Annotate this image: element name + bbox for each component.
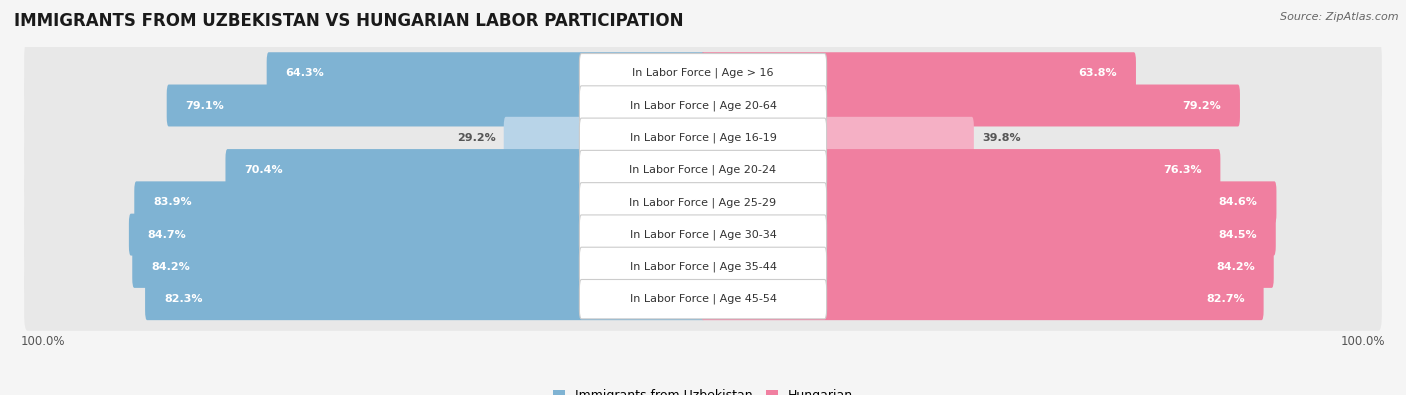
Text: 84.6%: 84.6%: [1219, 198, 1257, 207]
Text: 70.4%: 70.4%: [245, 165, 283, 175]
Text: 100.0%: 100.0%: [21, 335, 65, 348]
Text: In Labor Force | Age 16-19: In Labor Force | Age 16-19: [630, 133, 776, 143]
Text: In Labor Force | Age 25-29: In Labor Force | Age 25-29: [630, 197, 776, 208]
FancyBboxPatch shape: [579, 150, 827, 190]
FancyBboxPatch shape: [24, 41, 1382, 105]
Text: 79.1%: 79.1%: [186, 100, 225, 111]
Legend: Immigrants from Uzbekistan, Hungarian: Immigrants from Uzbekistan, Hungarian: [548, 384, 858, 395]
Text: 84.2%: 84.2%: [1216, 262, 1254, 272]
Text: IMMIGRANTS FROM UZBEKISTAN VS HUNGARIAN LABOR PARTICIPATION: IMMIGRANTS FROM UZBEKISTAN VS HUNGARIAN …: [14, 12, 683, 30]
FancyBboxPatch shape: [145, 278, 704, 320]
FancyBboxPatch shape: [503, 117, 704, 159]
FancyBboxPatch shape: [267, 52, 704, 94]
Text: 79.2%: 79.2%: [1182, 100, 1220, 111]
Text: In Labor Force | Age 20-24: In Labor Force | Age 20-24: [630, 165, 776, 175]
FancyBboxPatch shape: [24, 106, 1382, 169]
FancyBboxPatch shape: [24, 235, 1382, 299]
FancyBboxPatch shape: [225, 149, 704, 191]
FancyBboxPatch shape: [24, 203, 1382, 266]
Text: In Labor Force | Age 20-64: In Labor Force | Age 20-64: [630, 100, 776, 111]
Text: 76.3%: 76.3%: [1163, 165, 1202, 175]
FancyBboxPatch shape: [24, 138, 1382, 202]
FancyBboxPatch shape: [579, 280, 827, 319]
FancyBboxPatch shape: [702, 52, 1136, 94]
FancyBboxPatch shape: [702, 149, 1220, 191]
Text: In Labor Force | Age 45-54: In Labor Force | Age 45-54: [630, 294, 776, 305]
Text: 63.8%: 63.8%: [1078, 68, 1116, 78]
FancyBboxPatch shape: [702, 181, 1277, 223]
Text: In Labor Force | Age 30-34: In Labor Force | Age 30-34: [630, 229, 776, 240]
Text: 82.7%: 82.7%: [1206, 294, 1244, 304]
FancyBboxPatch shape: [24, 267, 1382, 331]
Text: 29.2%: 29.2%: [457, 133, 496, 143]
Text: In Labor Force | Age > 16: In Labor Force | Age > 16: [633, 68, 773, 79]
FancyBboxPatch shape: [579, 54, 827, 93]
FancyBboxPatch shape: [167, 85, 704, 126]
FancyBboxPatch shape: [702, 85, 1240, 126]
Text: Source: ZipAtlas.com: Source: ZipAtlas.com: [1281, 12, 1399, 22]
Text: 82.3%: 82.3%: [165, 294, 202, 304]
Text: 83.9%: 83.9%: [153, 198, 191, 207]
FancyBboxPatch shape: [24, 74, 1382, 137]
Text: 84.2%: 84.2%: [152, 262, 190, 272]
FancyBboxPatch shape: [132, 246, 704, 288]
FancyBboxPatch shape: [702, 246, 1274, 288]
FancyBboxPatch shape: [702, 214, 1275, 256]
FancyBboxPatch shape: [129, 214, 704, 256]
Text: 84.7%: 84.7%: [148, 229, 187, 240]
Text: 84.5%: 84.5%: [1218, 229, 1257, 240]
FancyBboxPatch shape: [135, 181, 704, 223]
Text: 100.0%: 100.0%: [1341, 335, 1385, 348]
FancyBboxPatch shape: [579, 118, 827, 158]
FancyBboxPatch shape: [579, 215, 827, 254]
FancyBboxPatch shape: [579, 86, 827, 125]
FancyBboxPatch shape: [702, 117, 974, 159]
Text: 39.8%: 39.8%: [981, 133, 1021, 143]
FancyBboxPatch shape: [579, 182, 827, 222]
FancyBboxPatch shape: [24, 171, 1382, 234]
FancyBboxPatch shape: [702, 278, 1264, 320]
Text: In Labor Force | Age 35-44: In Labor Force | Age 35-44: [630, 261, 776, 272]
FancyBboxPatch shape: [579, 247, 827, 287]
Text: 64.3%: 64.3%: [285, 68, 325, 78]
